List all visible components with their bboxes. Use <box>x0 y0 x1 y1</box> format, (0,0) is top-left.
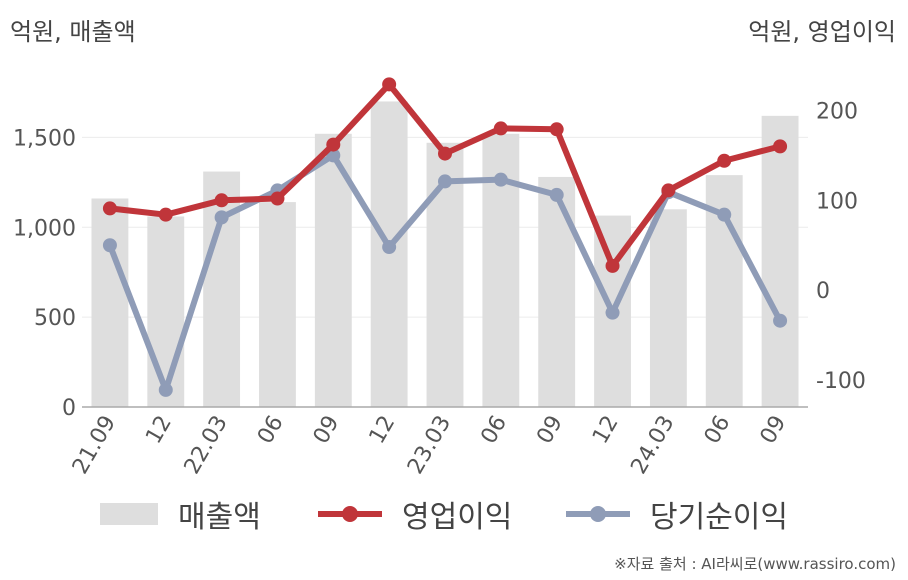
x-tick-label: 12 <box>588 412 624 449</box>
bar-revenue <box>259 202 296 407</box>
legend-item-revenue: 매출액 <box>100 492 261 536</box>
point-operating-profit <box>605 258 620 273</box>
legend-label-net-income: 당기순이익 <box>650 500 788 535</box>
point-operating-profit <box>717 153 732 168</box>
x-tick-label: 24.03 <box>626 412 679 479</box>
legend-item-net-income: 당기순이익 <box>566 492 788 536</box>
legend-item-operating-profit: 영업이익 <box>318 492 512 536</box>
point-operating-profit <box>773 139 788 154</box>
legend-swatch-revenue <box>100 503 158 525</box>
x-tick-label: 12 <box>141 412 177 449</box>
bar-revenue <box>147 216 185 407</box>
x-tick-label: 09 <box>756 412 792 449</box>
x-tick-label: 23.03 <box>403 412 456 479</box>
point-net-income <box>717 207 732 222</box>
right-tick-label: 0 <box>816 279 830 304</box>
x-tick-label: 09 <box>309 412 345 449</box>
point-net-income <box>493 172 508 187</box>
left-tick-label: 1,000 <box>13 216 76 241</box>
point-operating-profit <box>493 121 508 136</box>
point-operating-profit <box>158 207 173 222</box>
x-tick-label: 06 <box>253 412 289 449</box>
right-tick-label: -100 <box>816 369 866 394</box>
point-operating-profit <box>102 201 117 216</box>
point-net-income <box>773 313 788 328</box>
point-operating-profit <box>214 193 229 208</box>
legend-label-operating-profit: 영업이익 <box>402 500 513 535</box>
point-operating-profit <box>661 183 676 198</box>
left-tick-label: 500 <box>34 306 76 331</box>
right-axis-unit: 억원, 영업이익 <box>748 18 896 46</box>
x-tick-label: 06 <box>700 412 736 449</box>
legend: 매출액 영업이익 당기순이익 <box>0 492 908 536</box>
point-net-income <box>382 240 397 255</box>
bar-revenue <box>649 209 687 407</box>
right-tick-label: 100 <box>816 189 858 214</box>
point-operating-profit <box>382 77 397 92</box>
point-operating-profit <box>270 191 285 206</box>
point-operating-profit <box>549 122 564 137</box>
left-tick-label: 0 <box>62 396 76 421</box>
bar-revenue <box>761 115 799 407</box>
x-tick-label: 21.09 <box>68 412 121 479</box>
legend-swatch-net-income <box>566 503 630 525</box>
source-credit: ※자료 출처 : AI라씨로(www.rassiro.com) <box>614 555 896 573</box>
bar-revenue <box>370 101 408 407</box>
left-axis-unit: 억원, 매출액 <box>10 18 136 46</box>
point-operating-profit <box>326 137 341 152</box>
point-net-income <box>549 187 564 202</box>
point-net-income <box>214 210 229 225</box>
point-net-income <box>158 382 173 397</box>
x-tick-label: 06 <box>476 412 512 449</box>
legend-swatch-operating-profit <box>318 503 382 525</box>
x-tick-label: 12 <box>365 412 401 449</box>
legend-label-revenue: 매출액 <box>178 500 261 535</box>
point-operating-profit <box>438 146 452 161</box>
bar-revenue <box>538 176 576 407</box>
x-tick-label: 09 <box>532 412 568 449</box>
bar-revenue <box>91 198 129 407</box>
point-net-income <box>102 238 117 253</box>
x-tick-label: 22.03 <box>180 412 233 479</box>
point-net-income <box>605 305 620 320</box>
left-tick-label: 1,500 <box>13 126 76 151</box>
point-net-income <box>438 174 452 189</box>
right-tick-label: 200 <box>816 99 858 124</box>
